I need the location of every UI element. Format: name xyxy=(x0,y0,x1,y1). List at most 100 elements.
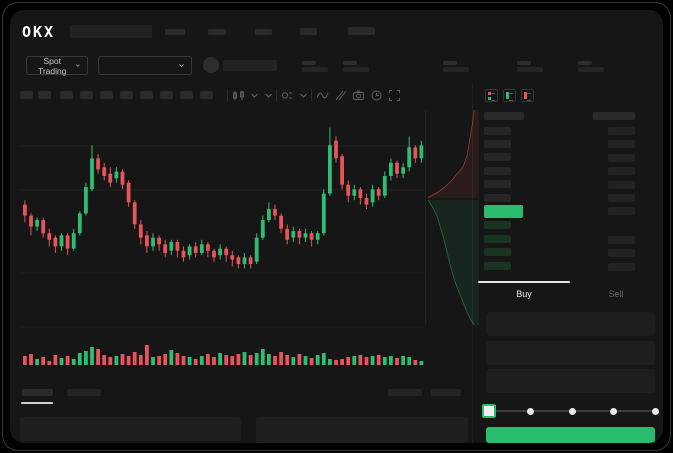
nav-item-placeholder[interactable] xyxy=(208,29,226,35)
bottom-action-placeholder[interactable] xyxy=(431,389,461,396)
candle xyxy=(364,198,369,205)
panel-divider xyxy=(472,83,473,443)
order-price-field[interactable] xyxy=(486,312,655,336)
nav-item-placeholder[interactable] xyxy=(300,28,317,35)
bottom-tab-placeholder[interactable] xyxy=(22,389,53,396)
tab-sell[interactable]: Sell xyxy=(608,289,624,299)
nav-item-placeholder[interactable] xyxy=(255,29,272,35)
line-chart-icon[interactable] xyxy=(316,89,329,102)
bottom-tab-placeholder[interactable] xyxy=(67,389,101,396)
slider-handle[interactable] xyxy=(482,404,496,418)
toolbar-item-placeholder[interactable] xyxy=(140,91,153,99)
candle xyxy=(309,233,314,240)
volume-bar xyxy=(126,356,131,365)
bid-price-placeholder[interactable] xyxy=(484,221,511,229)
volume-chart xyxy=(20,338,425,365)
tab-buy[interactable]: Buy xyxy=(516,289,532,299)
nav-item-placeholder[interactable] xyxy=(348,27,375,35)
indicator-icon[interactable] xyxy=(281,89,294,102)
toolbar-item-placeholder[interactable] xyxy=(200,91,213,99)
volume-bar xyxy=(53,355,58,365)
bid-amount-placeholder[interactable] xyxy=(608,262,635,271)
toolbar-item-placeholder[interactable] xyxy=(60,91,73,99)
market-type-selector[interactable]: Spot Trading xyxy=(26,56,88,76)
volume-bar xyxy=(96,349,100,365)
toolbar-item-placeholder[interactable] xyxy=(100,91,113,99)
candlestick-chart[interactable] xyxy=(20,110,425,330)
volume-bar xyxy=(108,357,113,365)
chevron-down-icon[interactable] xyxy=(248,89,261,102)
volume-bar xyxy=(199,356,204,365)
pair-selector-dropdown[interactable] xyxy=(98,56,192,75)
history-clock-icon[interactable] xyxy=(370,89,383,102)
order-history-panel-placeholder[interactable] xyxy=(256,417,468,443)
candle xyxy=(273,209,277,216)
ask-amount-placeholder[interactable] xyxy=(608,153,635,162)
bottom-action-placeholder[interactable] xyxy=(388,389,422,396)
ask-amount-placeholder[interactable] xyxy=(608,127,635,135)
candle xyxy=(407,147,412,168)
order-amount-field[interactable] xyxy=(486,340,655,365)
volume-bar xyxy=(59,358,64,365)
bid-price-placeholder[interactable] xyxy=(484,248,511,256)
submit-buy-button[interactable] xyxy=(486,427,655,443)
draw-tool-icon[interactable] xyxy=(334,89,347,102)
fullscreen-icon[interactable] xyxy=(388,89,401,102)
toolbar-item-placeholder[interactable] xyxy=(180,91,193,99)
depth-chart[interactable] xyxy=(425,110,479,325)
ask-price-placeholder[interactable] xyxy=(484,180,511,189)
volume-bar xyxy=(138,355,143,365)
indicator-chevron-icon[interactable] xyxy=(297,89,310,102)
ask-amount-placeholder[interactable] xyxy=(608,207,635,215)
slider-stop[interactable] xyxy=(527,408,534,415)
ask-price-placeholder[interactable] xyxy=(484,166,511,175)
ask-amount-placeholder[interactable] xyxy=(608,140,635,149)
candle xyxy=(346,184,351,196)
candle-style-icon[interactable] xyxy=(232,89,245,102)
ask-amount-placeholder[interactable] xyxy=(608,194,635,202)
candle xyxy=(59,235,64,247)
token-avatar xyxy=(203,57,219,73)
toolbar-item-placeholder[interactable] xyxy=(80,91,93,99)
candle xyxy=(102,167,107,176)
volume-bar xyxy=(175,353,180,365)
bid-price-placeholder[interactable] xyxy=(484,261,511,270)
candle xyxy=(413,147,418,159)
candle xyxy=(285,228,290,240)
candle xyxy=(212,250,216,258)
order-total-field[interactable] xyxy=(486,369,655,393)
volume-bar xyxy=(151,357,155,365)
toolbar-separator xyxy=(276,89,277,101)
book-bids-icon[interactable] xyxy=(503,89,516,102)
ask-amount-placeholder[interactable] xyxy=(608,180,635,189)
camera-icon[interactable] xyxy=(352,89,365,102)
bid-amount-placeholder[interactable] xyxy=(608,235,635,244)
volume-bar xyxy=(47,361,52,365)
interval-chevron-icon[interactable] xyxy=(262,89,275,102)
bid-amount-placeholder[interactable] xyxy=(608,249,635,257)
bid-price-placeholder[interactable] xyxy=(484,234,511,243)
toolbar-item-placeholder[interactable] xyxy=(160,91,173,99)
ask-price-placeholder[interactable] xyxy=(484,193,511,202)
slider-stop[interactable] xyxy=(651,408,659,415)
toolbar-item-placeholder[interactable] xyxy=(20,91,33,99)
volume-bar xyxy=(212,357,216,365)
ask-price-placeholder[interactable] xyxy=(484,139,511,148)
volume-bar xyxy=(401,356,405,365)
book-all-icon[interactable] xyxy=(485,89,498,102)
nav-item-placeholder[interactable] xyxy=(165,29,185,35)
header-search-placeholder[interactable] xyxy=(70,25,152,38)
ask-amount-placeholder[interactable] xyxy=(608,167,635,176)
slider-stop[interactable] xyxy=(568,408,576,415)
book-asks-icon[interactable] xyxy=(521,89,534,102)
candle xyxy=(358,189,363,198)
last-price-bar[interactable] xyxy=(484,205,523,218)
volume-bar xyxy=(248,355,253,365)
slider-stop[interactable] xyxy=(610,408,617,415)
open-orders-panel-placeholder[interactable] xyxy=(20,417,241,441)
stat-label-placeholder xyxy=(578,61,592,65)
toolbar-item-placeholder[interactable] xyxy=(120,91,133,99)
toolbar-item-placeholder[interactable] xyxy=(38,91,51,99)
ask-price-placeholder[interactable] xyxy=(484,153,511,162)
ask-price-placeholder[interactable] xyxy=(484,126,511,135)
